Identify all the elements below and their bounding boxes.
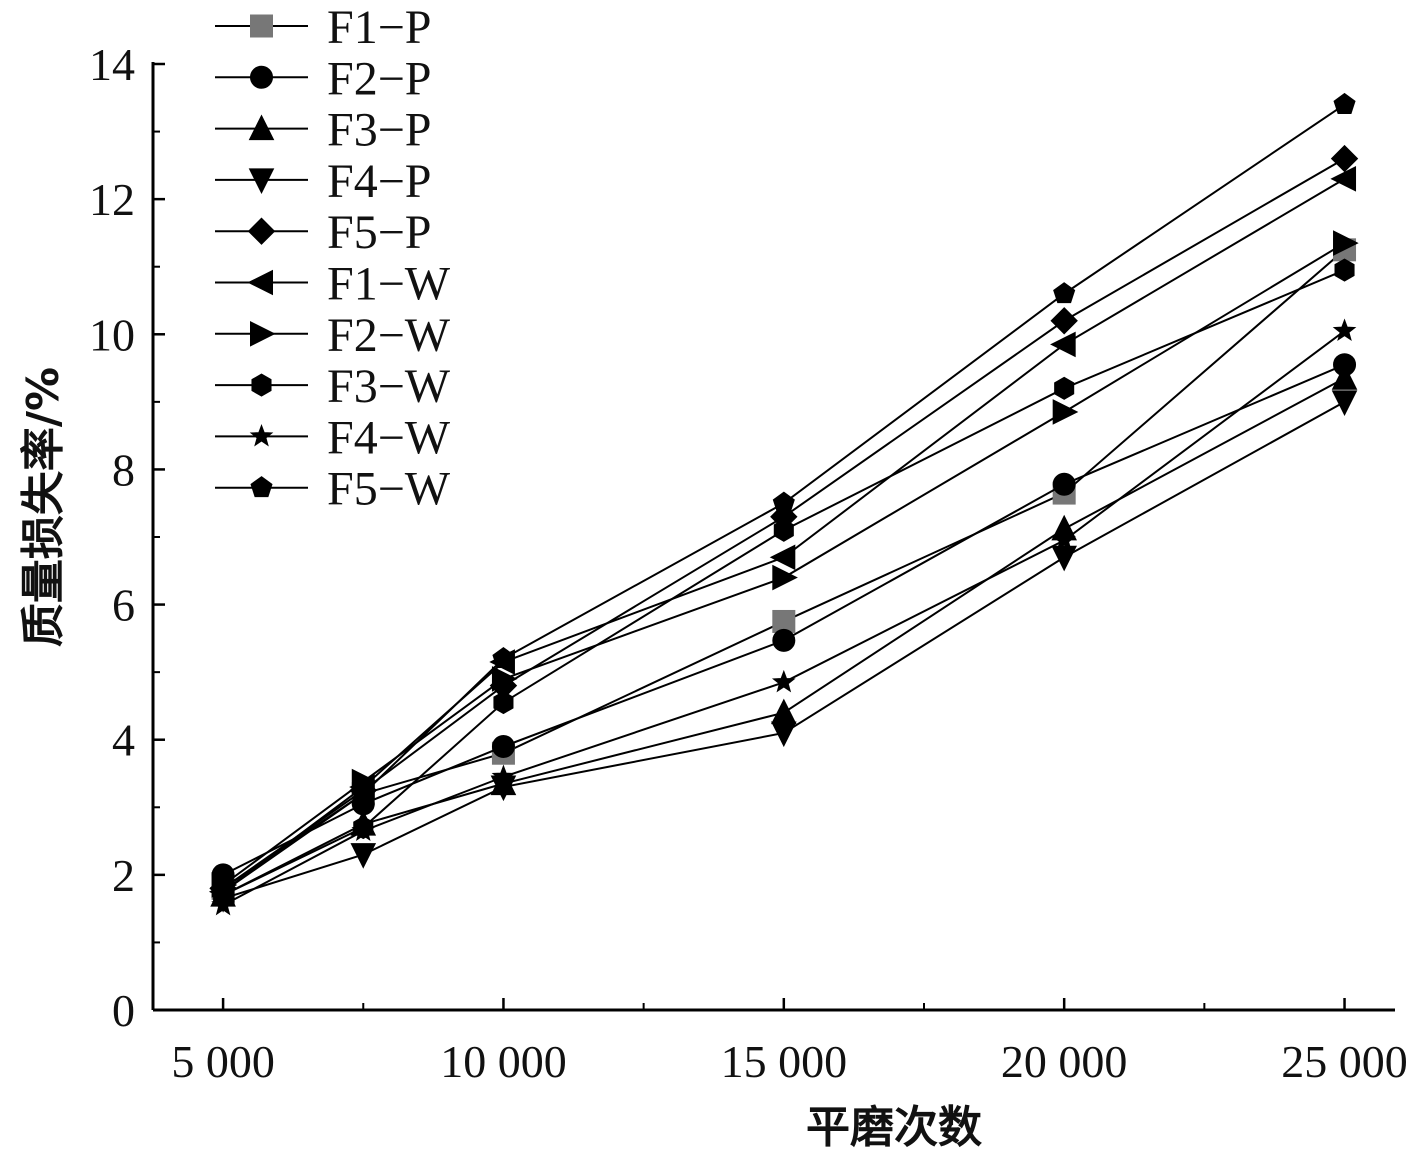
- legend-label: F3−W: [327, 360, 451, 413]
- series-line: [222, 363, 1345, 876]
- y-ticks: 0 2 4 6 8 10 12 14: [89, 39, 165, 1036]
- data-point: [491, 764, 516, 787]
- data-point: [771, 669, 796, 693]
- data-point: [352, 782, 375, 804]
- series-group: [208, 92, 1359, 916]
- y-tick-label: 10: [89, 309, 135, 360]
- legend-marker: [250, 65, 273, 89]
- data-point: [1052, 472, 1076, 496]
- data-point: [771, 721, 797, 748]
- series-line: [222, 103, 1346, 893]
- y-tick-label: 4: [112, 715, 135, 766]
- y-tick-label: 6: [112, 580, 135, 631]
- legend-marker: [248, 168, 275, 195]
- x-tick-label: 5 000: [171, 1036, 275, 1087]
- series-line: [222, 157, 1346, 890]
- data-point: [771, 698, 797, 725]
- legend-label: F3−P: [327, 104, 431, 157]
- data-point: [1054, 376, 1075, 400]
- x-tick-label: 10 000: [440, 1036, 567, 1087]
- data-point: [211, 892, 235, 916]
- data-point: [1331, 390, 1358, 416]
- series-line: [222, 269, 1345, 897]
- data-point: [1331, 364, 1358, 390]
- data-point: [1333, 92, 1356, 114]
- legend-entry: F2−P: [215, 52, 431, 105]
- legend-label: F2−P: [327, 52, 431, 105]
- data-point: [491, 734, 515, 758]
- data-point: [1050, 331, 1076, 358]
- x-tick-label: 15 000: [721, 1036, 848, 1087]
- data-point: [493, 690, 514, 715]
- legend-marker: [249, 423, 274, 447]
- data-point: [492, 647, 515, 669]
- legend-entry: F2−W: [215, 309, 451, 362]
- y-tick-label: 14: [89, 39, 135, 90]
- x-ticks: 5 000 10 000 15 000 20 000 25 000: [171, 998, 1408, 1087]
- legend-marker: [247, 269, 273, 296]
- y-tick-label: 0: [112, 985, 135, 1036]
- legend-label: F1−P: [327, 1, 431, 54]
- series-7: [211, 230, 1359, 898]
- legend-marker: [250, 476, 273, 498]
- series-line: [222, 377, 1346, 897]
- data-point: [1051, 545, 1077, 572]
- legend-label: F5−W: [327, 463, 451, 516]
- data-point: [1050, 307, 1078, 335]
- legend-entry: F1−P: [215, 1, 431, 54]
- series-9: [211, 318, 1357, 916]
- series-line: [222, 178, 1346, 893]
- legend-marker: [251, 373, 272, 397]
- data-point: [1052, 399, 1079, 425]
- legend-label: F4−P: [327, 155, 431, 208]
- y-axis-title: 质量损失率/%: [18, 367, 69, 647]
- legend-entry: F3−P: [215, 104, 431, 157]
- series-line: [222, 330, 1346, 907]
- data-point: [1334, 258, 1355, 282]
- legend-entry: F1−W: [215, 258, 451, 311]
- series-line: [222, 242, 1346, 886]
- legend-marker: [250, 320, 276, 347]
- legend-label: F2−W: [327, 309, 451, 362]
- data-point: [350, 843, 377, 869]
- y-tick-label: 12: [89, 174, 135, 225]
- legend-entry: F5−P: [215, 206, 431, 259]
- data-point: [1333, 230, 1359, 256]
- data-point: [351, 818, 376, 841]
- data-point: [1332, 318, 1357, 341]
- data-point: [1053, 282, 1076, 304]
- data-point: [491, 666, 518, 692]
- legend-entry: F5−W: [215, 463, 451, 516]
- data-point: [769, 544, 796, 571]
- data-point: [772, 564, 798, 591]
- legend-label: F1−W: [327, 258, 451, 311]
- x-axis-title: 平磨次数: [806, 1102, 982, 1153]
- data-point: [772, 628, 796, 652]
- y-tick-label: 2: [112, 850, 135, 901]
- legend-marker: [250, 14, 273, 38]
- legend-entry: F4−W: [215, 411, 451, 464]
- legend-label: F5−P: [327, 206, 431, 259]
- x-tick-label: 20 000: [1001, 1036, 1128, 1087]
- legend-entry: F3−W: [215, 360, 451, 413]
- y-tick-label: 8: [112, 444, 135, 495]
- series-line: [222, 400, 1346, 900]
- legend-marker: [247, 217, 276, 245]
- data-point: [1330, 166, 1357, 192]
- data-point: [772, 491, 795, 513]
- data-point: [773, 518, 794, 542]
- data-point: [212, 880, 235, 902]
- legend-entry: F4−P: [215, 155, 431, 208]
- series-10: [212, 92, 1356, 902]
- legend: F1−PF2−PF3−PF4−PF5−PF1−WF2−WF3−WF4−WF5−W: [215, 1, 451, 516]
- x-tick-label: 25 000: [1281, 1036, 1408, 1087]
- data-point: [1330, 144, 1359, 173]
- legend-label: F4−W: [327, 411, 451, 464]
- data-point: [1052, 527, 1076, 551]
- legend-marker: [248, 114, 275, 141]
